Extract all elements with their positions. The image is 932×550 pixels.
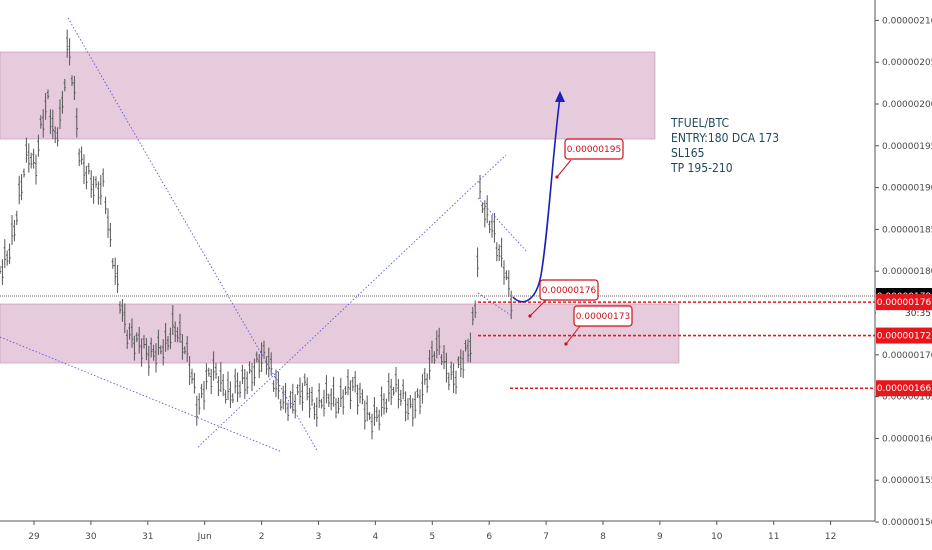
callout-195-label: 0.00000195 — [567, 145, 621, 155]
x-tick-label: 6 — [486, 532, 492, 542]
ohlc-bars — [0, 29, 513, 440]
x-tick-label: 12 — [825, 532, 836, 542]
price-tag-box — [876, 380, 932, 397]
callout-195: 0.00000195 — [555, 138, 624, 179]
annotation-line-1: TFUEL/BTC — [670, 116, 729, 130]
x-tick-label: 5 — [429, 532, 435, 542]
x-tick-label: 2 — [259, 532, 265, 542]
x-tick-label: 31 — [142, 532, 153, 542]
y-tick-label: 0.00000180 — [882, 267, 932, 277]
price-tag-label: 0.00000172 — [877, 332, 931, 342]
countdown-label: 30:35 — [905, 309, 931, 319]
y-axis-ticks: 0.000002150.000002100.000002050.00000200… — [875, 16, 932, 528]
trend-lines — [0, 17, 528, 453]
y-tick-label: 0.00000150 — [882, 518, 932, 528]
projection-arrow-icon — [555, 91, 565, 102]
price-tag-box — [876, 327, 932, 344]
x-tick-label: 11 — [768, 532, 779, 542]
ascending-trendline — [197, 154, 507, 448]
callout-173: 0.00000173 — [564, 305, 633, 346]
x-tick-label: 4 — [373, 532, 379, 542]
upper-resistance-zone — [0, 51, 656, 140]
trade-annotation: TFUEL/BTC ENTRY:180 DCA 173 SL165 TP 195… — [670, 116, 779, 175]
wedge-line — [477, 197, 528, 253]
x-tick-label: 30 — [85, 532, 97, 542]
annotation-line-4: TP 195-210 — [670, 161, 733, 175]
y-tick-label: 0.00000185 — [882, 225, 932, 235]
y-tick-label: 0.00000210 — [882, 16, 932, 26]
projection-path — [512, 96, 561, 303]
price-tag-label: 0.00000176 — [877, 298, 932, 308]
y-tick-label: 0.00000170 — [882, 351, 932, 361]
x-axis-ticks: 29 30 31 Jun 2 3 4 5 6 7 8 9 10 11 12 — [28, 521, 836, 542]
price-tag-box — [876, 294, 932, 311]
y-tick-label: 0.00000190 — [882, 184, 932, 194]
x-tick-label: Jun — [197, 532, 212, 542]
annotation-line-2: ENTRY:180 DCA 173 — [671, 131, 779, 145]
y-tick-label: 0.00000200 — [882, 100, 932, 110]
callout-176: 0.00000176 — [528, 279, 599, 318]
x-tick-label: 29 — [28, 532, 40, 542]
lower-support-zone — [0, 303, 680, 364]
y-tick-label: 0.00000155 — [882, 476, 932, 486]
price-tags: 0.00000176 0.00000172 0.00000166 — [876, 294, 932, 397]
y-tick-label: 0.00000160 — [882, 434, 932, 444]
x-tick-label: 9 — [657, 532, 663, 542]
callout-176-label: 0.00000176 — [542, 286, 597, 296]
x-tick-label: 3 — [316, 532, 322, 542]
x-tick-label: 10 — [711, 532, 723, 542]
price-tag-label: 0.00000166 — [877, 384, 932, 394]
x-tick-label: 7 — [543, 532, 549, 542]
y-tick-label: 0.00000165 — [882, 393, 932, 403]
x-tick-label: 8 — [600, 532, 606, 542]
annotation-line-3: SL165 — [671, 146, 704, 160]
callout-173-label: 0.00000173 — [576, 312, 630, 322]
descending-trendline — [67, 17, 319, 453]
y-tick-label: 0.00000205 — [882, 58, 932, 68]
y-tick-label: 0.00000195 — [882, 142, 932, 152]
